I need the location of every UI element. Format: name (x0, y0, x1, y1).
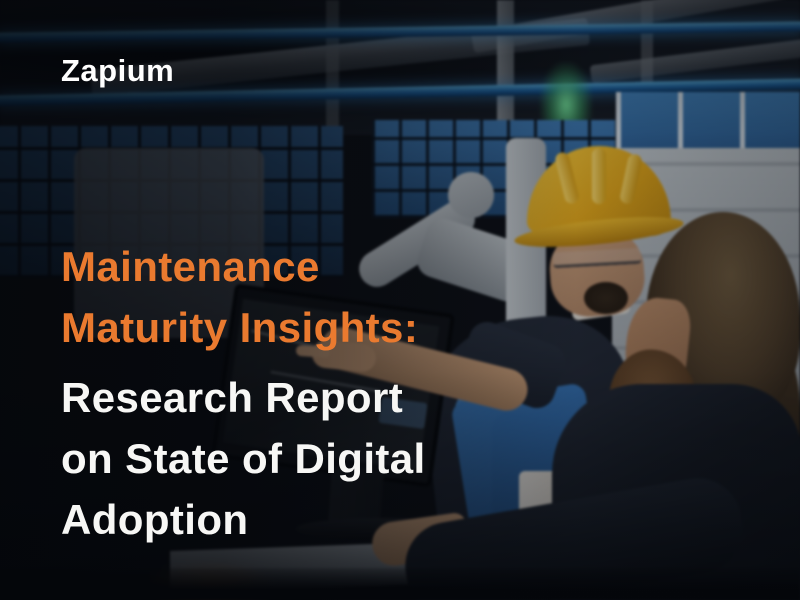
headline-title-line-1: Research Report (61, 374, 404, 421)
headline-accent-line-1: Maintenance (61, 243, 320, 290)
brand-logo: Zapium (61, 53, 175, 88)
headline-title-line-3: Adoption (61, 496, 249, 543)
headline-accent-line-2: Maturity Insights: (61, 304, 419, 351)
headline-title-line-2: on State of Digital (61, 435, 426, 482)
cover-headline: Maintenance Maturity Insights: Research … (61, 236, 541, 550)
headline-accent: Maintenance Maturity Insights: (61, 236, 541, 358)
headline-title: Research Report on State of Digital Adop… (61, 367, 541, 550)
